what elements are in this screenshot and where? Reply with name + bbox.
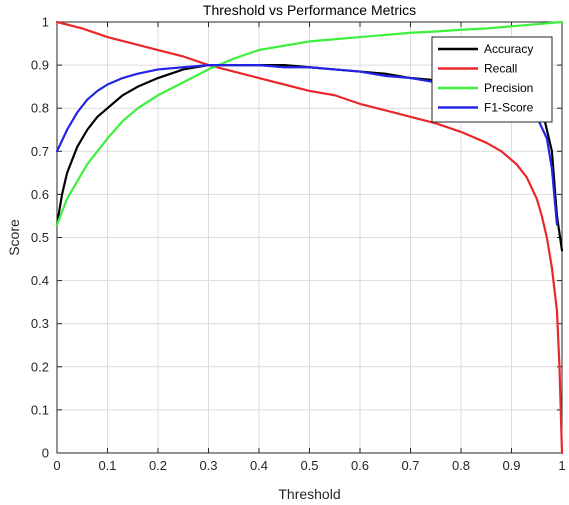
y-tick-label: 0.5: [31, 230, 49, 245]
legend-label: F1-Score: [484, 101, 534, 115]
series-line-recall: [55, 20, 564, 455]
x-tick-label: 0.3: [199, 458, 217, 473]
legend-label: Recall: [484, 62, 517, 76]
x-tick-label: 0.8: [452, 458, 470, 473]
x-tick-label: 0.4: [250, 458, 268, 473]
x-tick-label: 0.6: [351, 458, 369, 473]
y-tick-label: 0.7: [31, 144, 49, 159]
y-tick-label: 0.1: [31, 402, 49, 417]
x-tick-label: 0.1: [98, 458, 116, 473]
y-tick-label: 0.3: [31, 316, 49, 331]
x-tick-label: 0: [53, 458, 60, 473]
y-tick-label: 0.9: [31, 58, 49, 73]
y-axis-label: Score: [6, 219, 22, 256]
x-tick-label: 0.5: [300, 458, 318, 473]
x-axis-label: Threshold: [278, 486, 340, 502]
legend-label: Accuracy: [484, 42, 533, 56]
x-tick-label: 0.7: [401, 458, 419, 473]
x-tick-label: 1: [558, 458, 565, 473]
legend: Accuracy Recall Precision F1-Score: [431, 36, 553, 123]
y-tick-label: 0.6: [31, 187, 49, 202]
y-tick-label: 0.2: [31, 359, 49, 374]
y-tick-label: 0.4: [31, 273, 49, 288]
x-tick-label: 0.2: [149, 458, 167, 473]
series-line-precision: [55, 20, 564, 226]
legend-label: Precision: [484, 81, 533, 95]
y-tick-label: 1: [42, 15, 49, 30]
y-tick-label: 0.8: [31, 101, 49, 116]
y-tick-label: 0: [42, 446, 49, 461]
axis-ticks: 0 0.1 0.2 0.3 0.4 0.5 0.6 0.7 0.8 0.9 1 0 0.1 0.2 0.3 0…: [31, 15, 566, 474]
x-tick-label: 0.9: [502, 458, 520, 473]
chart-title: Threshold vs Performance Metrics: [203, 2, 416, 18]
